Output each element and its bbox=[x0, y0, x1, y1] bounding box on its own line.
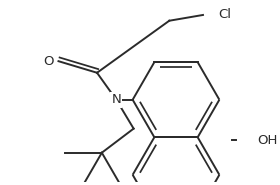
Text: OH: OH bbox=[257, 134, 277, 147]
Text: N: N bbox=[111, 93, 121, 106]
Text: O: O bbox=[44, 55, 54, 68]
Text: Cl: Cl bbox=[218, 9, 231, 21]
